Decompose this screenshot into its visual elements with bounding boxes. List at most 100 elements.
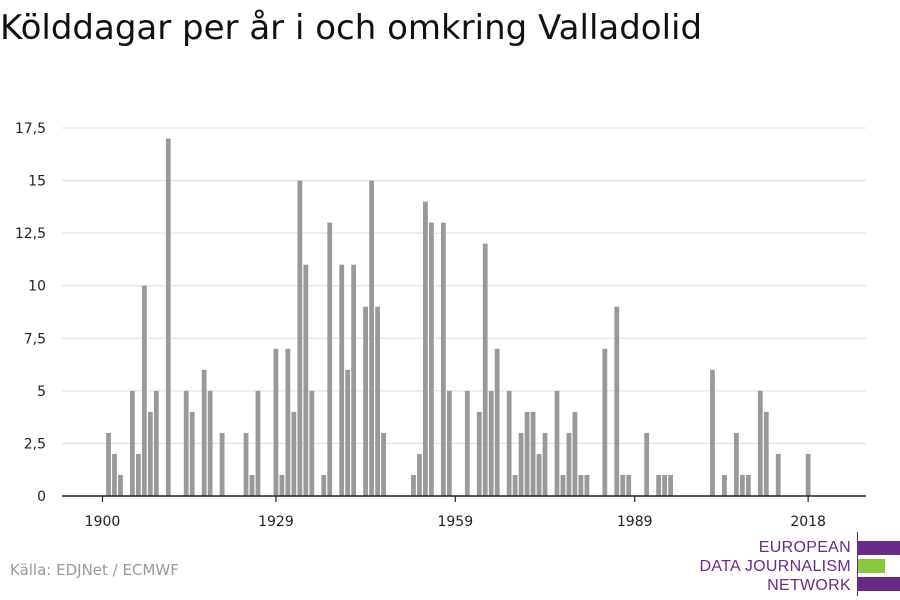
bar [739,474,745,496]
bar [291,411,297,496]
x-tick-label: 2018 [790,514,826,530]
logo-line-3: NETWORK [767,577,851,594]
bar [279,474,285,496]
bar [411,474,416,496]
bar [464,390,470,496]
bar [644,432,650,496]
bar [656,474,662,496]
bar [135,453,141,496]
y-tick-label: 15 [28,174,46,190]
logo-bar-top [858,541,900,555]
bar [578,474,584,496]
y-tick-label: 12,5 [15,226,46,242]
logo-line-2: DATA JOURNALISM [699,558,851,575]
bar [297,180,303,497]
bar [201,369,207,496]
bar [572,411,578,496]
bar [106,432,111,496]
bar [662,474,668,496]
gridlines [62,127,866,444]
y-tick-label: 7,5 [24,331,46,347]
bar [710,369,715,496]
chart-title: Kölddagar per år i och omkring Valladoli… [0,8,703,48]
bar [273,348,279,496]
y-tick-label: 2,5 [24,436,46,452]
bar [189,411,195,496]
bar [207,390,213,496]
bar [733,432,739,496]
bar [745,474,751,496]
source-note: Källa: EDJNet / ECMWF [10,561,179,579]
bar [763,411,769,496]
bar [805,453,811,496]
bar [476,411,482,496]
bar [429,222,434,496]
bar [614,306,620,496]
bar [112,453,117,496]
bar [602,348,608,496]
edjnet-logo: EUROPEAN DATA JOURNALISM NETWORK [700,532,900,596]
bar [512,474,518,496]
bar [369,180,374,497]
x-tick-label: 1959 [437,514,473,530]
logo-bar-bottom [858,577,900,591]
bar [554,390,560,496]
bar [722,474,727,496]
bar [668,474,673,496]
axes: 0 2,5 5 7,5 10 12,5 15 17,5 1900 1929 1959 1989 2018 [15,121,866,530]
x-tick-label: 1900 [85,514,121,530]
bar [584,474,590,496]
bar [506,390,512,496]
logo-text: EUROPEAN DATA JOURNALISM NETWORK [700,538,851,595]
bar [524,411,530,496]
bar [309,390,315,496]
bar [775,453,781,496]
x-tick-label: 1989 [617,514,653,530]
bar [255,390,261,496]
bar [542,432,548,496]
bar [482,243,488,496]
bar [363,306,369,496]
bar [165,138,171,496]
bar [423,201,428,496]
bar [303,264,309,496]
bar [620,474,626,496]
bar [327,222,333,496]
bar [446,390,452,496]
bar [518,432,524,496]
bars [106,138,811,497]
bar [626,474,632,496]
bar [440,222,446,496]
bar [153,390,159,496]
y-tick-label: 5 [37,384,46,400]
logo-line-1: EUROPEAN [758,539,851,556]
bar [530,411,536,496]
bar [345,369,351,496]
bar [219,432,225,496]
logo-bar-middle [858,559,885,573]
y-tick-label: 10 [28,279,46,295]
bar [566,432,572,496]
bar [375,306,380,496]
bar [488,390,494,496]
y-tick-label: 0 [37,489,46,505]
bar [536,453,542,496]
x-tick-label: 1929 [258,514,294,530]
bar [249,474,255,496]
bar [757,390,763,496]
bar [381,432,386,496]
bar [130,390,135,496]
bar [118,474,123,496]
y-tick-label: 17,5 [15,121,46,137]
bar [183,390,189,496]
bar [141,285,147,496]
bar [417,453,422,496]
bar [147,411,153,496]
bar [243,432,249,496]
bar [560,474,566,496]
bar [321,474,327,496]
bar [285,348,291,496]
bar [351,264,357,496]
bar [339,264,345,496]
